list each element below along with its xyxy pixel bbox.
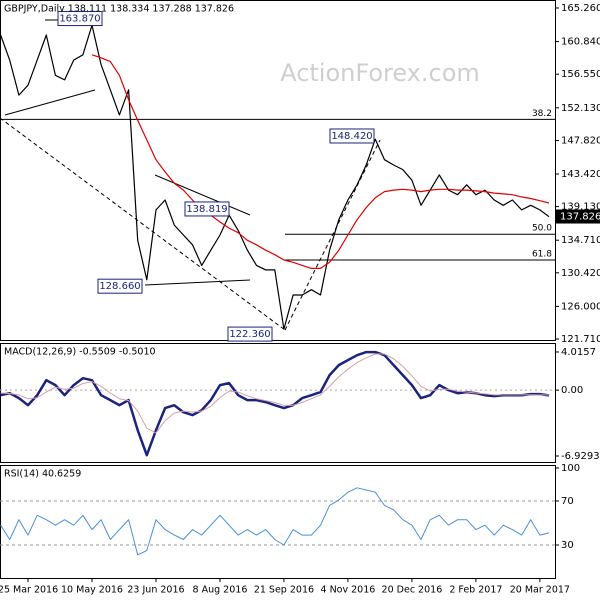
price-label-box: [227, 326, 273, 342]
y-tick-label: 130.420: [561, 268, 600, 279]
y-tick-label: 70: [561, 496, 574, 507]
y-tick-label: 0.00: [561, 385, 583, 396]
trend-line: [284, 139, 381, 331]
y-tick-label: 100: [561, 463, 580, 474]
price-label: 163.870: [59, 14, 100, 25]
fib-label: 38.2: [532, 109, 552, 119]
price-label: 138.819: [186, 204, 227, 215]
x-tick-label: 23 Jun 2016: [127, 585, 184, 596]
last-price-box: [556, 209, 600, 224]
series-line: [91, 54, 550, 269]
price-label-box: [57, 11, 103, 27]
series-line: [0, 487, 550, 556]
y-tick-label: 121.710: [561, 334, 600, 345]
price-label-box: [97, 278, 143, 294]
x-tick-label: 2 Feb 2017: [449, 585, 502, 596]
series-line: [0, 350, 550, 457]
trend-line: [154, 174, 251, 216]
y-tick-label: 152.130: [561, 103, 600, 114]
y-tick-label: 147.820: [561, 136, 600, 147]
x-tick-label: 8 Aug 2016: [193, 585, 248, 596]
panel-frame: [0, 465, 556, 579]
panel-title: RSI(14) 40.6259: [4, 469, 81, 480]
y-tick-label: 134.710: [561, 235, 600, 246]
x-tick-label: 20 Mar 2017: [510, 585, 570, 596]
x-tick-label: 21 Sep 2016: [254, 585, 314, 596]
y-tick-label: 143.420: [561, 169, 600, 180]
y-tick-label: 4.0157: [561, 347, 596, 358]
trend-line: [144, 279, 251, 286]
last-price: 137.826: [560, 212, 600, 223]
price-label: 128.660: [99, 281, 140, 292]
x-tick-label: 20 Dec 2016: [382, 585, 443, 596]
y-tick-label: 30: [561, 540, 574, 551]
fib-label: 61.8: [532, 250, 552, 260]
fib-label: 50.0: [532, 224, 552, 234]
panel-frame: [0, 343, 556, 463]
price-label-box: [329, 128, 375, 144]
y-tick-label: -6.9293: [561, 451, 600, 462]
series-line: [0, 353, 549, 434]
y-tick-label: 160.840: [561, 37, 600, 48]
x-tick-label: 10 May 2016: [61, 585, 123, 596]
watermark: ActionForex.com: [280, 59, 480, 87]
price-label: 148.420: [331, 131, 372, 142]
y-tick-label: 156.550: [561, 69, 600, 80]
trend-line: [4, 89, 96, 116]
trend-line: [0, 117, 286, 331]
price-label-box: [184, 201, 230, 217]
x-tick-label: 4 Nov 2016: [321, 585, 376, 596]
panel-frame: [0, 0, 556, 341]
panel-title: MACD(12,26,9) -0.5509 -0.5010: [4, 347, 156, 358]
panel-title: GBPJPY,Daily 138.111 138.334 137.288 137…: [4, 4, 234, 15]
y-tick-label: 126.000: [561, 301, 600, 312]
y-tick-label: 139.130: [561, 202, 600, 213]
y-tick-label: 165.260: [561, 3, 600, 14]
price-label: 122.360: [229, 329, 270, 340]
x-tick-label: 25 Mar 2016: [0, 585, 58, 596]
